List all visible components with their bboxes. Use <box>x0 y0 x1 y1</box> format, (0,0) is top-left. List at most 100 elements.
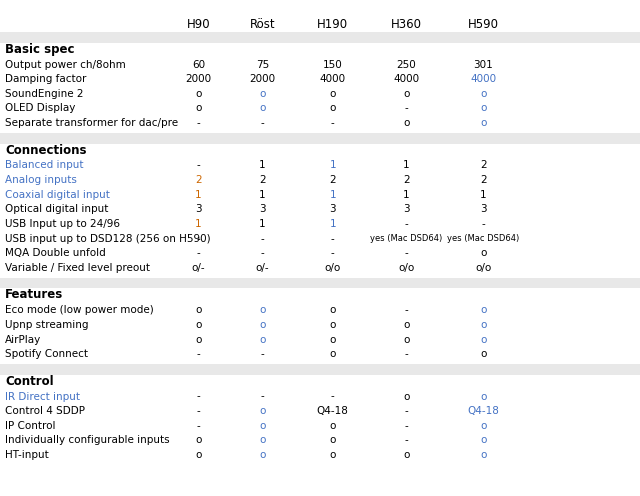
Text: o: o <box>480 435 486 445</box>
Text: Röst: Röst <box>250 18 275 31</box>
Text: 2: 2 <box>259 175 266 185</box>
Text: -: - <box>260 391 264 402</box>
Text: -: - <box>196 406 200 416</box>
Text: 3: 3 <box>195 204 202 214</box>
Text: Spotify Connect: Spotify Connect <box>5 349 88 359</box>
Text: o: o <box>330 435 336 445</box>
Bar <box>0 277 640 288</box>
Text: 3: 3 <box>259 204 266 214</box>
Text: -: - <box>260 349 264 359</box>
Text: -: - <box>196 421 200 431</box>
Text: 1: 1 <box>330 219 336 229</box>
Text: Eco mode (low power mode): Eco mode (low power mode) <box>5 305 154 315</box>
Text: o: o <box>403 391 410 402</box>
Text: o: o <box>403 334 410 345</box>
Text: -: - <box>331 118 335 128</box>
Text: yes (Mac DSD64): yes (Mac DSD64) <box>371 234 442 243</box>
Bar <box>0 32 640 43</box>
Text: IR Direct input: IR Direct input <box>5 391 80 402</box>
Text: HT-input: HT-input <box>5 450 49 460</box>
Text: o: o <box>330 305 336 315</box>
Text: o: o <box>480 305 486 315</box>
Text: -: - <box>404 421 408 431</box>
Text: o: o <box>330 349 336 359</box>
Text: 1: 1 <box>480 189 486 200</box>
Text: 60: 60 <box>192 60 205 69</box>
Text: -: - <box>331 248 335 258</box>
Text: -: - <box>196 248 200 258</box>
Text: 150: 150 <box>323 60 342 69</box>
Text: 3: 3 <box>403 204 410 214</box>
Text: o: o <box>195 320 202 330</box>
Text: Coaxial digital input: Coaxial digital input <box>5 189 110 200</box>
Text: o: o <box>330 334 336 345</box>
Text: o: o <box>403 320 410 330</box>
Text: 1: 1 <box>330 160 336 171</box>
Text: Damping factor: Damping factor <box>5 74 86 84</box>
Text: OLED Display: OLED Display <box>5 103 76 114</box>
Text: o: o <box>195 435 202 445</box>
Text: o: o <box>195 450 202 460</box>
Text: o: o <box>480 349 486 359</box>
Text: 2: 2 <box>480 160 486 171</box>
Text: Q4-18: Q4-18 <box>317 406 349 416</box>
Text: -: - <box>196 391 200 402</box>
Text: 1: 1 <box>195 189 202 200</box>
Text: 2: 2 <box>403 175 410 185</box>
Text: o: o <box>259 103 266 114</box>
Text: Q4-18: Q4-18 <box>467 406 499 416</box>
Text: o: o <box>259 450 266 460</box>
Text: Separate transformer for dac/pre: Separate transformer for dac/pre <box>5 118 179 128</box>
Text: 2: 2 <box>480 175 486 185</box>
Text: o: o <box>195 305 202 315</box>
Text: Control: Control <box>5 374 54 388</box>
Text: o/-: o/- <box>255 263 269 273</box>
Bar <box>0 132 640 143</box>
Text: Analog inputs: Analog inputs <box>5 175 77 185</box>
Text: -: - <box>331 234 335 244</box>
Text: 4000: 4000 <box>394 74 419 84</box>
Text: 1: 1 <box>330 189 336 200</box>
Text: IP Control: IP Control <box>5 421 56 431</box>
Text: H360: H360 <box>391 18 422 31</box>
Text: 4000: 4000 <box>470 74 496 84</box>
Text: 1: 1 <box>259 219 266 229</box>
Text: -: - <box>404 219 408 229</box>
Text: -: - <box>404 406 408 416</box>
Text: 1: 1 <box>403 160 410 171</box>
Bar <box>0 364 640 374</box>
Text: SoundEngine 2: SoundEngine 2 <box>5 89 84 99</box>
Text: 1: 1 <box>403 189 410 200</box>
Text: o: o <box>195 103 202 114</box>
Text: -: - <box>196 118 200 128</box>
Text: 3: 3 <box>330 204 336 214</box>
Text: Features: Features <box>5 288 63 302</box>
Text: o: o <box>480 89 486 99</box>
Text: o: o <box>480 450 486 460</box>
Text: Variable / Fixed level preout: Variable / Fixed level preout <box>5 263 150 273</box>
Text: Upnp streaming: Upnp streaming <box>5 320 88 330</box>
Text: 2000: 2000 <box>250 74 275 84</box>
Text: Output power ch/8ohm: Output power ch/8ohm <box>5 60 126 69</box>
Text: H90: H90 <box>187 18 210 31</box>
Text: -: - <box>331 391 335 402</box>
Text: USB Input up to 24/96: USB Input up to 24/96 <box>5 219 120 229</box>
Text: o: o <box>259 320 266 330</box>
Text: o: o <box>330 89 336 99</box>
Text: o/o: o/o <box>398 263 415 273</box>
Text: o: o <box>195 334 202 345</box>
Text: USB input up to DSD128 (256 on H590): USB input up to DSD128 (256 on H590) <box>5 234 211 244</box>
Text: o: o <box>403 450 410 460</box>
Text: 3: 3 <box>480 204 486 214</box>
Text: o: o <box>480 421 486 431</box>
Text: -: - <box>260 118 264 128</box>
Text: H190: H190 <box>317 18 348 31</box>
Text: 1: 1 <box>259 160 266 171</box>
Text: o: o <box>480 248 486 258</box>
Text: Individually configurable inputs: Individually configurable inputs <box>5 435 170 445</box>
Text: o: o <box>403 118 410 128</box>
Text: o: o <box>259 406 266 416</box>
Text: o: o <box>259 435 266 445</box>
Text: o: o <box>330 450 336 460</box>
Text: o: o <box>259 334 266 345</box>
